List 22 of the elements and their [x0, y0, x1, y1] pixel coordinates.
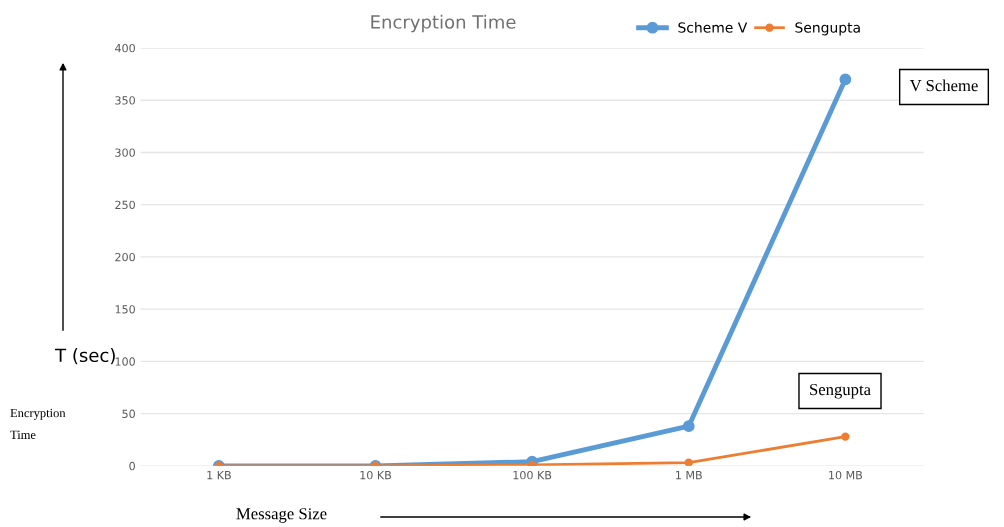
legend-label: Scheme V [678, 22, 748, 33]
y-tick-label: 300 [115, 148, 135, 157]
y-tick-label: 250 [115, 200, 135, 210]
y-tick-label: 350 [115, 96, 135, 105]
x-tick-label: 10 KB [360, 470, 391, 480]
y-tick-label: 50 [122, 409, 135, 419]
y-tick-label: 100 [115, 357, 135, 366]
x-tick-label: 1 MB [676, 471, 702, 480]
y-tick-label: 200 [115, 252, 135, 262]
x-tick-label: 10 MB [829, 470, 863, 480]
y-axis-title: T (sec) [55, 348, 115, 365]
x-tick-label: 1 KB [207, 471, 231, 480]
chart-title: Encryption Time [371, 14, 516, 33]
y-tick-label: 400 [115, 43, 135, 53]
annotation: Sengupta [810, 383, 871, 399]
legend-label: Sengupta [795, 22, 860, 36]
annotation: V Scheme [909, 79, 978, 92]
y-tick-label: 0 [129, 461, 135, 471]
x-tick-label: 100 KB [513, 470, 552, 480]
x-axis-title: Message Size [236, 508, 327, 523]
text: Encryption Time [10, 408, 66, 439]
y-tick-label: 150 [115, 305, 135, 314]
